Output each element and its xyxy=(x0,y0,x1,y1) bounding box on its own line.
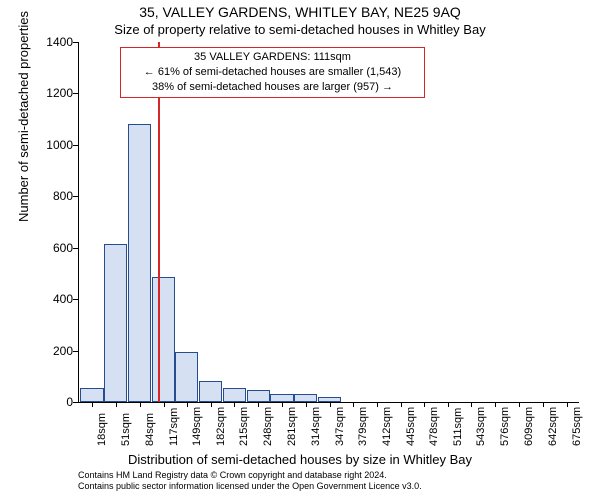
bar xyxy=(223,388,246,402)
footer-line1: Contains HM Land Registry data © Crown c… xyxy=(78,470,578,481)
x-tick-label: 445sqm xyxy=(405,407,417,446)
y-tick xyxy=(73,351,79,352)
bar xyxy=(104,244,127,402)
x-tick xyxy=(306,402,307,407)
x-tick xyxy=(471,402,472,407)
x-tick xyxy=(282,402,283,407)
chart-subtitle: Size of property relative to semi-detach… xyxy=(0,22,600,37)
annotation-line3: 38% of semi-detached houses are larger (… xyxy=(125,80,420,95)
x-tick xyxy=(234,402,235,407)
annotation-line1: 35 VALLEY GARDENS: 111sqm xyxy=(125,50,420,65)
x-tick xyxy=(424,402,425,407)
x-tick xyxy=(353,402,354,407)
x-tick-label: 543sqm xyxy=(475,407,487,446)
x-tick-label: 511sqm xyxy=(452,408,464,446)
chart-container: { "title": "35, VALLEY GARDENS, WHITLEY … xyxy=(0,0,600,500)
footer-line2: Contains public sector information licen… xyxy=(78,481,578,492)
x-tick-label: 51sqm xyxy=(120,413,132,446)
x-tick xyxy=(448,402,449,407)
y-tick-label: 600 xyxy=(33,241,73,255)
x-tick xyxy=(330,402,331,407)
x-tick-label: 478sqm xyxy=(428,407,440,446)
bar xyxy=(175,352,198,402)
y-tick xyxy=(73,42,79,43)
y-tick xyxy=(73,248,79,249)
x-tick-label: 412sqm xyxy=(381,407,393,446)
x-tick-label: 347sqm xyxy=(334,407,346,446)
x-tick xyxy=(567,402,568,407)
x-tick-label: 248sqm xyxy=(262,407,274,446)
x-tick-label: 576sqm xyxy=(499,407,511,446)
x-tick-label: 84sqm xyxy=(144,413,156,446)
y-tick-label: 1200 xyxy=(33,86,73,100)
y-tick-label: 0 xyxy=(33,395,73,409)
x-tick xyxy=(495,402,496,407)
x-tick-label: 314sqm xyxy=(310,407,322,446)
y-axis-label: Number of semi-detached properties xyxy=(16,11,31,222)
bar xyxy=(247,390,270,402)
y-tick xyxy=(73,145,79,146)
x-tick xyxy=(377,402,378,407)
x-tick xyxy=(116,402,117,407)
x-tick xyxy=(140,402,141,407)
x-tick-label: 215sqm xyxy=(238,407,250,446)
x-tick-label: 609sqm xyxy=(523,407,535,446)
y-tick xyxy=(73,93,79,94)
x-tick-label: 281sqm xyxy=(286,407,298,446)
y-tick xyxy=(73,299,79,300)
x-tick-label: 642sqm xyxy=(547,407,559,446)
bar xyxy=(199,381,222,402)
x-tick xyxy=(211,402,212,407)
y-tick xyxy=(73,196,79,197)
y-tick-label: 1000 xyxy=(33,138,73,152)
bar xyxy=(128,124,151,402)
x-tick xyxy=(187,402,188,407)
annotation-box: 35 VALLEY GARDENS: 111sqm ← 61% of semi-… xyxy=(120,47,425,98)
x-tick-label: 149sqm xyxy=(191,407,203,446)
x-tick-label: 117sqm xyxy=(168,408,180,446)
x-tick-label: 379sqm xyxy=(357,407,369,446)
x-tick xyxy=(92,402,93,407)
bar xyxy=(152,277,175,402)
x-tick xyxy=(519,402,520,407)
y-tick xyxy=(73,402,79,403)
x-tick-label: 18sqm xyxy=(96,413,108,446)
x-tick xyxy=(543,402,544,407)
y-tick-label: 400 xyxy=(33,292,73,306)
annotation-line2: ← 61% of semi-detached houses are smalle… xyxy=(125,65,420,80)
y-tick-label: 800 xyxy=(33,189,73,203)
footer: Contains HM Land Registry data © Crown c… xyxy=(78,470,578,493)
y-tick-label: 1400 xyxy=(33,35,73,49)
chart-title: 35, VALLEY GARDENS, WHITLEY BAY, NE25 9A… xyxy=(0,4,600,20)
bar xyxy=(294,394,317,402)
x-tick xyxy=(401,402,402,407)
y-tick-label: 200 xyxy=(33,344,73,358)
x-axis-label: Distribution of semi-detached houses by … xyxy=(0,452,600,467)
x-tick xyxy=(258,402,259,407)
bar xyxy=(80,388,103,402)
bar xyxy=(270,394,293,402)
x-tick-label: 182sqm xyxy=(215,407,227,446)
x-tick-label: 675sqm xyxy=(571,407,583,446)
x-tick xyxy=(164,402,165,407)
